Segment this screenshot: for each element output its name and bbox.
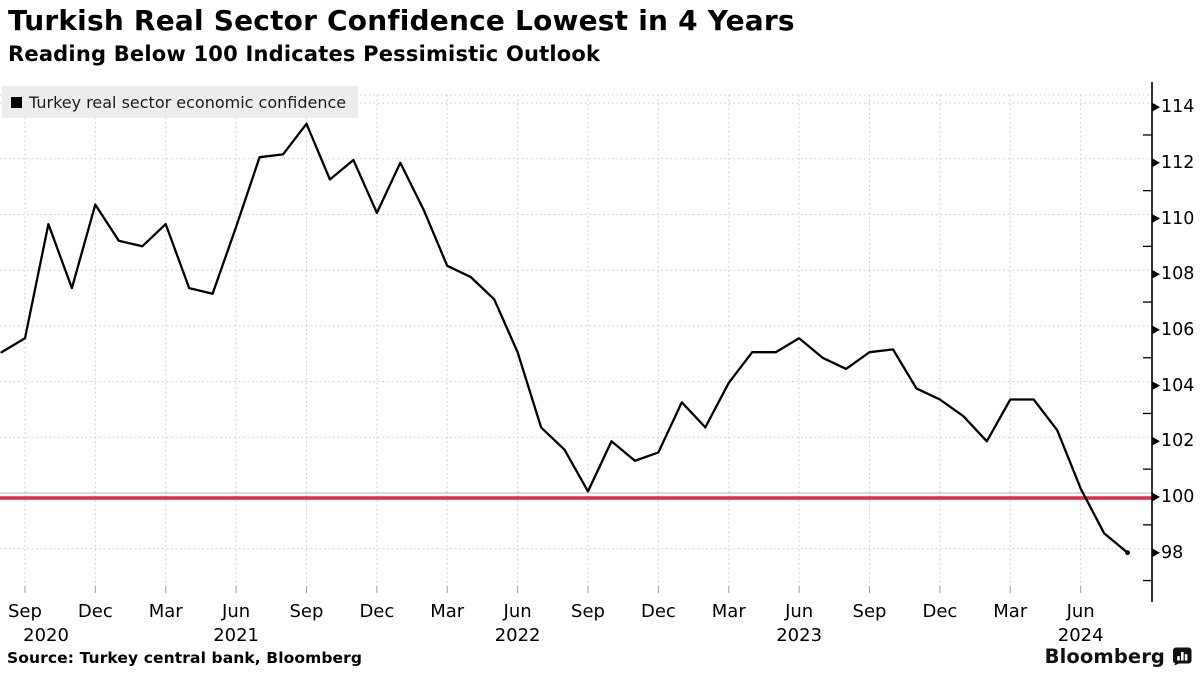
x-axis-month-label: Mar [711,601,746,622]
y-axis-label: 112 [1161,152,1195,173]
x-axis-month-label: Sep [852,601,887,622]
y-axis-label: 108 [1161,264,1195,285]
y-axis-label: 106 [1161,319,1195,340]
bloomberg-terminal-icon [1173,647,1192,666]
x-axis-month-label: Jun [503,601,532,622]
bloomberg-logo: Bloomberg [1045,645,1192,668]
x-axis-year-label: 2022 [494,625,541,646]
x-axis-month-label: Dec [359,601,395,622]
x-axis-month-label: Dec [922,601,958,622]
x-axis-month-label: Sep [571,601,605,622]
x-axis-year-label: 2024 [1057,625,1104,646]
x-axis-month-label: Mar [148,601,183,622]
y-axis-label: 98 [1161,542,1184,563]
legend-label: Turkey real sector economic confidence [29,92,347,112]
x-axis-year-label: 2023 [776,625,823,646]
bloomberg-wordmark: Bloomberg [1044,645,1165,668]
y-axis-label: 114 [1161,97,1195,118]
y-axis-label: 104 [1161,375,1195,396]
legend-swatch-icon [11,96,22,108]
x-axis-month-label: Jun [785,601,814,622]
page-title: Turkish Real Sector Confidence Lowest in… [8,4,795,37]
x-axis-year-label: 2021 [213,625,259,646]
x-axis-month-label: Dec [640,601,676,622]
x-axis-month-label: Mar [993,601,1028,622]
x-axis-month-label: Sep [289,601,324,622]
x-axis-month-label: Jun [222,601,251,622]
y-axis-label: 102 [1161,431,1195,452]
x-axis-year-label: 2020 [23,625,69,646]
x-axis-month-label: Mar [430,601,465,622]
x-axis-month-label: Sep [7,601,42,622]
chart-legend: Turkey real sector economic confidence [2,86,359,118]
x-axis-month-label: Dec [77,601,113,622]
y-axis-label: 110 [1161,208,1195,229]
page-subtitle: Reading Below 100 Indicates Pessimistic … [8,42,601,66]
y-axis-label: 100 [1161,487,1195,507]
x-axis-month-label: Jun [1066,601,1095,622]
source-note: Source: Turkey central bank, Bloomberg [7,649,363,667]
